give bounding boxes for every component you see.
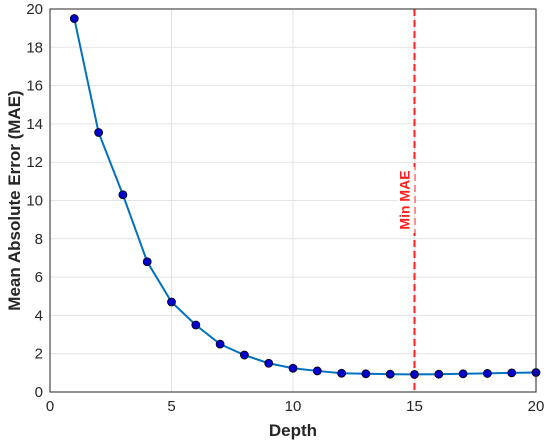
data-point bbox=[458, 369, 468, 379]
data-point bbox=[69, 14, 79, 23]
data-point bbox=[94, 128, 103, 137]
min-mae-label: Min MAE bbox=[397, 170, 413, 229]
data-point bbox=[434, 369, 444, 379]
y-tick-label: 14 bbox=[26, 116, 43, 133]
x-tick-label: 15 bbox=[406, 398, 423, 415]
y-tick-labels: 0 2 4 6 8 10 12 14 16 18 20 bbox=[26, 1, 43, 401]
min-mae-label-bg bbox=[397, 167, 415, 233]
plot-border bbox=[49, 8, 537, 393]
data-point bbox=[337, 368, 347, 378]
data-point bbox=[312, 366, 322, 376]
data-point bbox=[410, 369, 419, 379]
x-tick-label: 20 bbox=[528, 398, 545, 415]
y-tick-label: 20 bbox=[26, 1, 43, 18]
y-tick-label: 10 bbox=[26, 193, 43, 210]
y-tick-label: 12 bbox=[26, 154, 43, 171]
y-tick-label: 2 bbox=[35, 346, 43, 363]
y-tick-label: 0 bbox=[35, 384, 43, 401]
x-axis-label: Depth bbox=[269, 421, 317, 440]
data-point bbox=[482, 369, 492, 378]
y-tick-label: 4 bbox=[35, 307, 43, 324]
y-tick-label: 18 bbox=[26, 39, 43, 56]
data-point bbox=[507, 368, 517, 378]
data-point bbox=[142, 257, 152, 267]
x-tick-label: 0 bbox=[46, 398, 54, 415]
data-point bbox=[288, 363, 298, 373]
annotations: Min MAE bbox=[397, 9, 416, 392]
data-point bbox=[385, 369, 395, 379]
grid-lines bbox=[49, 8, 537, 393]
data-point bbox=[167, 297, 176, 307]
y-tick-label: 6 bbox=[35, 269, 43, 286]
x-tick-labels: 0 5 10 15 20 bbox=[46, 398, 545, 415]
y-tick-label: 16 bbox=[26, 78, 43, 95]
data-point bbox=[191, 320, 201, 330]
data-point bbox=[361, 369, 371, 379]
data-point bbox=[118, 190, 128, 200]
data-point bbox=[239, 350, 249, 360]
y-axis-label: Mean Absolute Error (MAE) bbox=[5, 90, 24, 310]
data-point bbox=[264, 358, 274, 368]
x-tick-label: 5 bbox=[167, 398, 175, 415]
x-tick-label: 10 bbox=[285, 398, 302, 415]
y-tick-label: 8 bbox=[35, 231, 43, 248]
data-point bbox=[215, 339, 225, 349]
